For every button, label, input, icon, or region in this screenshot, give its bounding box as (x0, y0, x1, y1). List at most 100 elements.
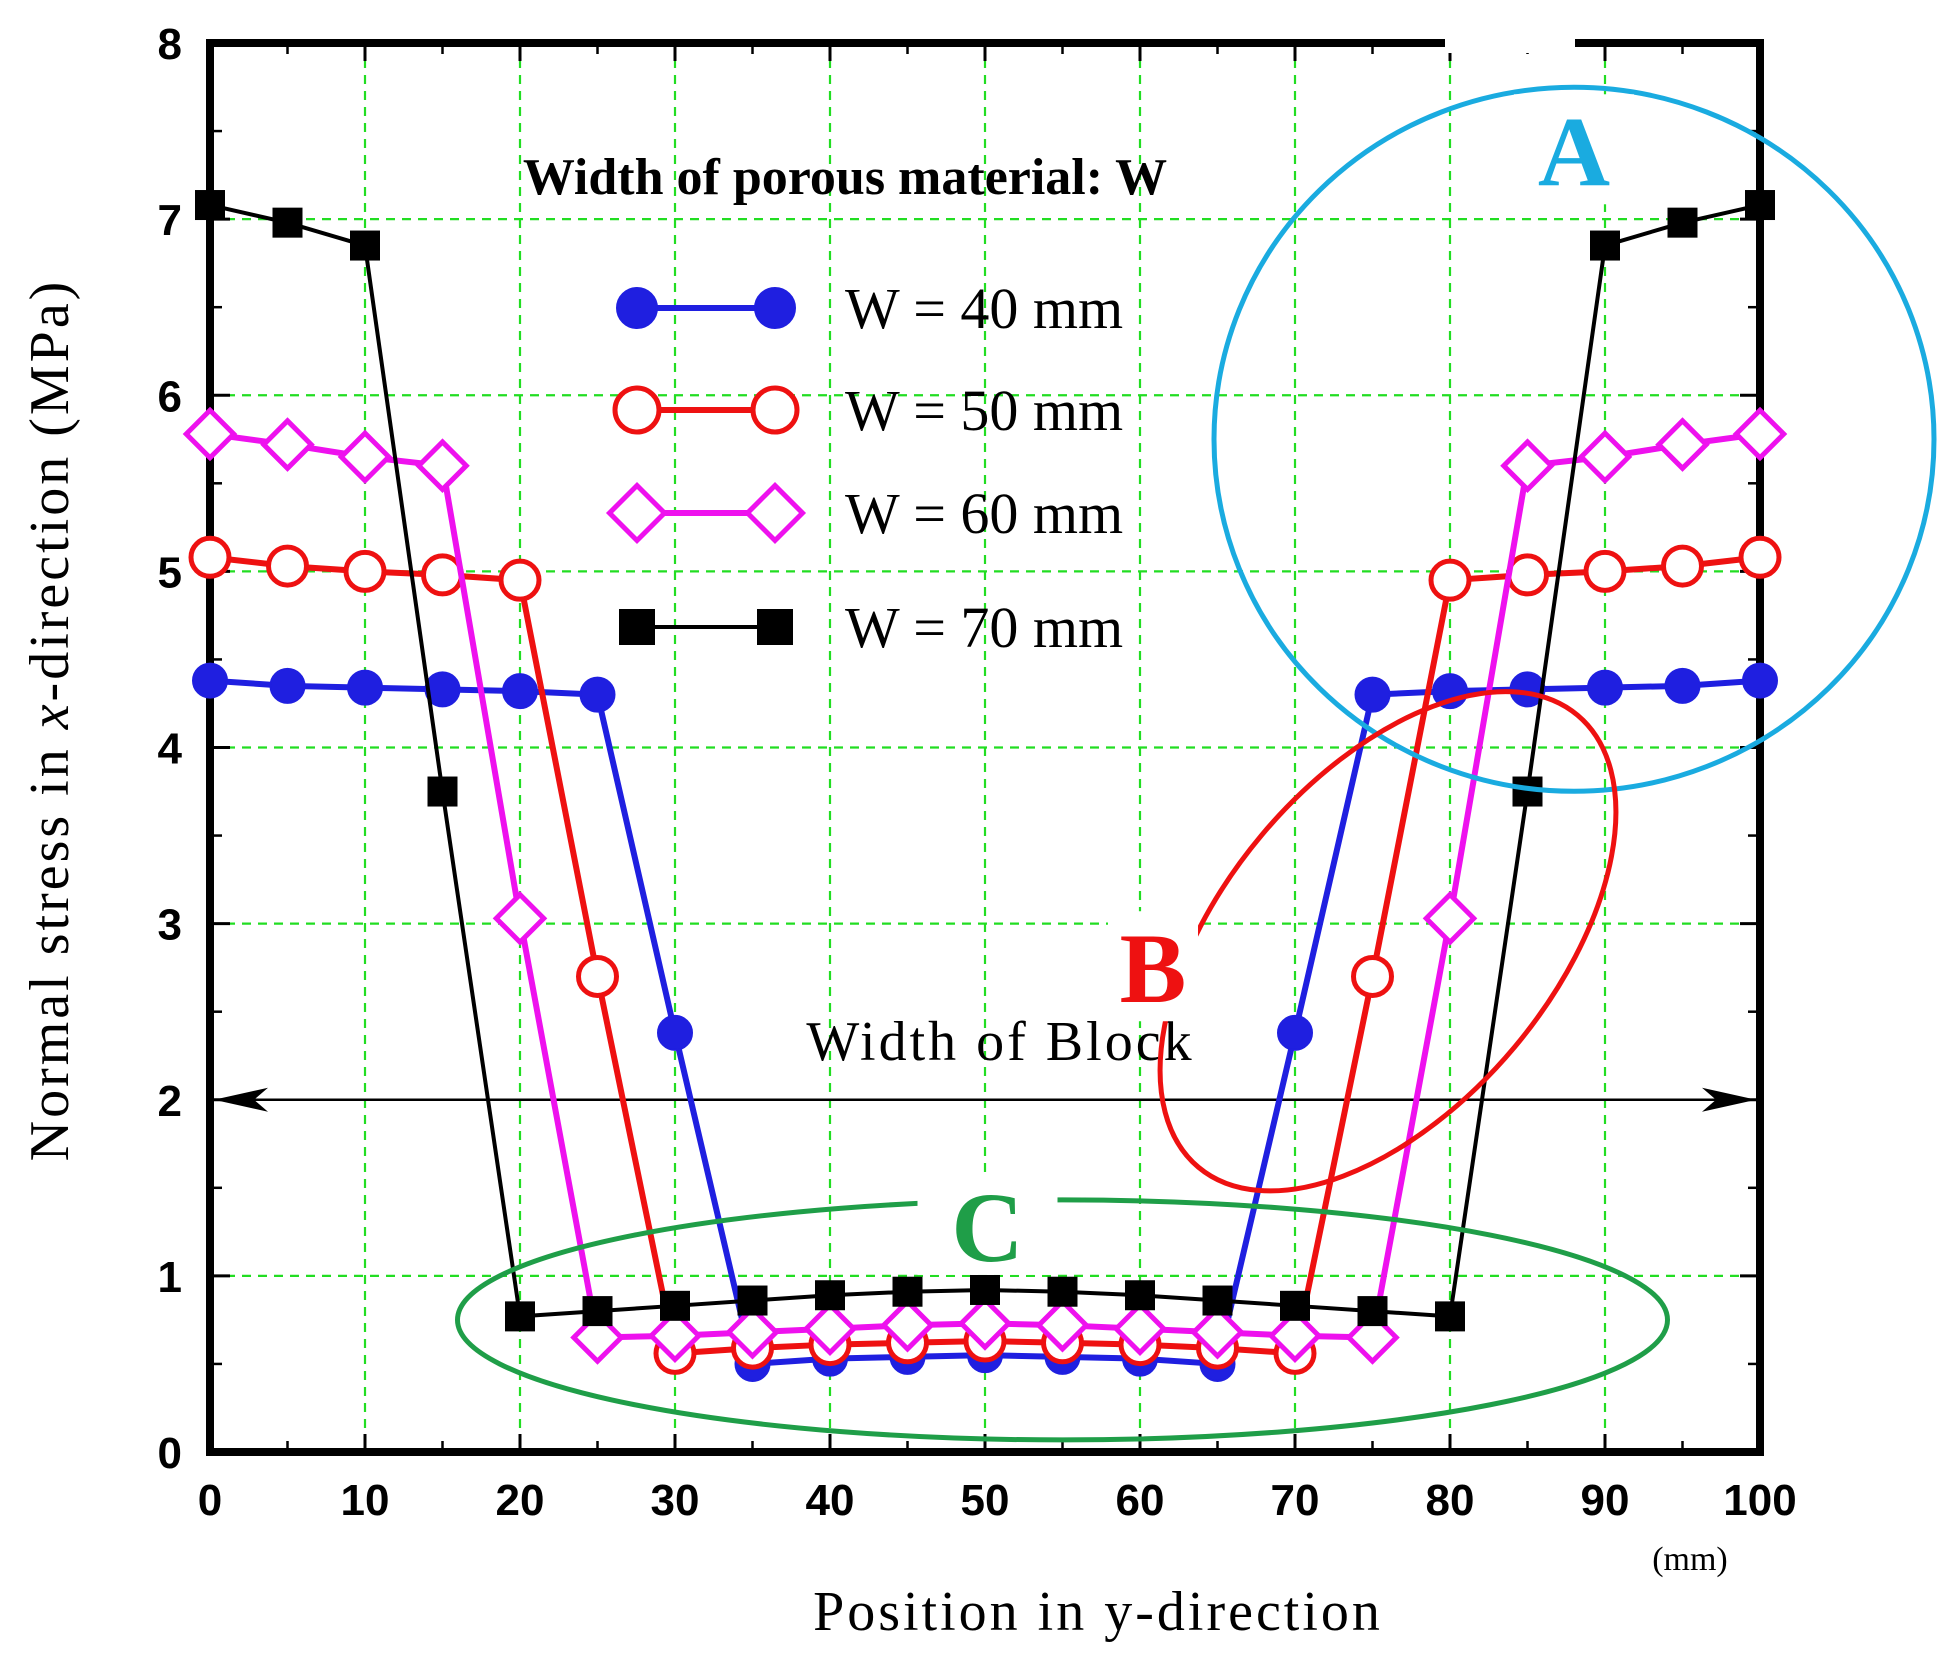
legend-marker-right (757, 609, 793, 645)
y-tick-label-2: 2 (158, 1077, 182, 1126)
x-tick-label-40: 40 (806, 1476, 855, 1525)
annotation-label-bg-c (917, 1174, 1058, 1275)
series-w-70-mm (195, 190, 1775, 1332)
data-point-w-50-mm-x15 (421, 553, 464, 597)
legend-marker-right (750, 385, 800, 435)
data-point-w-40-mm-x90 (1587, 669, 1623, 706)
data-point-w-60-mm-x80 (1422, 891, 1478, 946)
data-point-w-50-mm-x5 (266, 544, 309, 588)
data-point-w-60-mm-x0 (182, 406, 238, 462)
series-layer (182, 190, 1788, 1382)
data-point-w-50-mm-x75 (1351, 954, 1394, 998)
annotation-layer: A B C (455, 84, 1937, 1443)
legend-label: W = 70 mm (845, 595, 1123, 660)
data-point-w-60-mm-x85 (1500, 438, 1555, 493)
data-point-w-50-mm-x0 (188, 535, 232, 579)
data-point-w-50-mm-x100 (1738, 535, 1782, 579)
data-point-w-70-mm-x50 (970, 1274, 1000, 1305)
data-point-w-40-mm-x95 (1664, 667, 1701, 704)
data-point-w-40-mm-x15 (424, 671, 461, 708)
data-point-w-70-mm-x30 (660, 1290, 690, 1321)
data-point-w-60-mm-x50 (957, 1296, 1013, 1351)
data-point-w-40-mm-x75 (1354, 676, 1391, 713)
data-point-w-50-mm-x20 (498, 558, 542, 602)
y-axis-title-italic: x (19, 701, 81, 730)
legend-label: W = 50 mm (845, 378, 1123, 443)
block-width-indicator: Width of Block (214, 1011, 1756, 1112)
x-tick-label-0: 0 (198, 1476, 222, 1525)
data-point-w-70-mm-x10 (350, 230, 380, 261)
x-tick-label-50: 50 (961, 1476, 1010, 1525)
legend: Width of porous material: W W = 40 mm W =… (523, 149, 1167, 660)
data-point-w-40-mm-x5 (269, 667, 306, 704)
y-tick-label-0: 0 (158, 1429, 182, 1478)
y-axis-title-prefix: Normal stress in (19, 729, 81, 1161)
annotation-label-bg-a (1514, 94, 1634, 205)
data-point-w-40-mm-x0 (192, 662, 228, 699)
legend-marker-left (616, 287, 658, 329)
series-w-50-mm (188, 535, 1782, 1375)
data-point-w-70-mm-x60 (1125, 1280, 1155, 1311)
data-point-w-70-mm-x55 (1047, 1276, 1078, 1307)
data-point-w-70-mm-x0 (195, 190, 225, 221)
annotation-ellipse-c (455, 1197, 1670, 1443)
legend-item-w-70-mm: W = 70 mm (619, 595, 1123, 660)
data-point-w-70-mm-x15 (427, 776, 458, 807)
data-point-w-50-mm-x25 (576, 954, 619, 998)
legend-marker-right (754, 287, 796, 329)
y-tick-label-3: 3 (158, 901, 182, 950)
data-point-w-70-mm-x95 (1667, 207, 1698, 238)
axis-labels: Position in y-direction (mm) Normal stre… (19, 279, 1728, 1643)
data-point-w-40-mm-x30 (657, 1014, 693, 1051)
data-point-w-60-mm-x100 (1732, 406, 1788, 462)
data-point-w-60-mm-x35 (725, 1304, 780, 1360)
legend-label: W = 40 mm (845, 276, 1123, 341)
annotation-ellipse-a (1211, 84, 1937, 794)
data-point-w-40-mm-x10 (347, 669, 383, 706)
data-point-w-70-mm-x45 (892, 1276, 923, 1307)
data-point-w-70-mm-x80 (1435, 1301, 1465, 1332)
x-tick-label-60: 60 (1116, 1476, 1165, 1525)
data-point-w-50-mm-x10 (343, 549, 387, 593)
x-axis-unit: (mm) (1652, 1541, 1728, 1578)
data-point-w-70-mm-x90 (1590, 230, 1620, 261)
y-tick-label-8: 8 (158, 20, 182, 69)
data-point-w-40-mm-x20 (502, 673, 538, 710)
data-point-w-60-mm-x30 (647, 1308, 703, 1364)
data-point-w-70-mm-x5 (272, 207, 303, 238)
data-point-w-50-mm-x85 (1506, 553, 1549, 597)
data-point-w-70-mm-x35 (737, 1285, 768, 1316)
data-point-w-40-mm-x25 (579, 676, 616, 713)
data-point-w-50-mm-x95 (1661, 544, 1704, 588)
y-tick-label-5: 5 (158, 548, 182, 597)
data-point-w-60-mm-x45 (880, 1297, 935, 1353)
annotation-label-c: C (951, 1172, 1023, 1283)
annotation-label-a: A (1538, 96, 1610, 207)
legend-item-w-50-mm: W = 50 mm (612, 378, 1123, 443)
data-point-w-50-mm-x90 (1583, 549, 1627, 593)
data-point-w-60-mm-x40 (802, 1301, 858, 1356)
data-point-w-60-mm-x95 (1655, 417, 1710, 472)
y-axis-title-suffix: -direction (MPa) (19, 279, 81, 702)
data-point-w-70-mm-x70 (1280, 1290, 1310, 1321)
x-tick-label-30: 30 (651, 1476, 700, 1525)
series-w-60-mm (182, 406, 1788, 1365)
y-tick-label-1: 1 (158, 1253, 182, 1302)
annotation-label-bg-b (1108, 911, 1198, 1022)
legend-marker-left (619, 609, 655, 645)
x-tick-label-10: 10 (341, 1476, 390, 1525)
data-point-w-60-mm-x70 (1267, 1308, 1323, 1364)
legend-label: W = 60 mm (845, 481, 1123, 546)
data-point-w-70-mm-x20 (505, 1301, 535, 1332)
data-point-w-70-mm-x75 (1357, 1296, 1388, 1327)
y-tick-label-6: 6 (158, 372, 182, 421)
y-tick-label-4: 4 (158, 725, 183, 774)
x-axis-title: Position in y-direction (813, 1581, 1383, 1643)
annotation-ellipse-b (1157, 689, 1619, 1194)
plot-frame (206, 39, 1764, 1456)
data-point-w-60-mm-x90 (1577, 429, 1633, 485)
x-tick-label-90: 90 (1581, 1476, 1630, 1525)
x-tick-label-80: 80 (1426, 1476, 1475, 1525)
legend-title: Width of porous material: W (523, 149, 1167, 206)
